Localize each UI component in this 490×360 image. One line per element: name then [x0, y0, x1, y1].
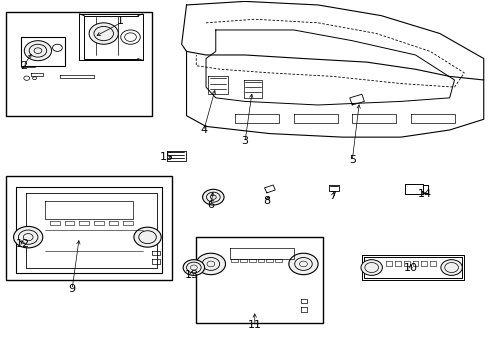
Text: 8: 8	[263, 197, 270, 206]
Text: 14: 14	[418, 189, 432, 199]
Circle shape	[24, 41, 51, 61]
Text: 12: 12	[16, 239, 30, 249]
Text: 5: 5	[349, 156, 356, 165]
Text: 7: 7	[329, 191, 336, 201]
Circle shape	[89, 23, 118, 44]
Circle shape	[202, 189, 224, 205]
Bar	[6, 176, 172, 280]
Text: 13: 13	[184, 270, 198, 280]
Circle shape	[361, 260, 382, 275]
Bar	[6, 12, 152, 116]
Text: 9: 9	[69, 284, 75, 294]
Text: 3: 3	[242, 136, 248, 146]
Circle shape	[441, 260, 462, 275]
Circle shape	[183, 260, 204, 275]
Text: 11: 11	[248, 320, 262, 330]
Text: 10: 10	[404, 262, 417, 273]
Text: 4: 4	[200, 125, 207, 135]
Text: 15: 15	[160, 152, 174, 162]
Bar	[196, 237, 323, 323]
Text: 6: 6	[207, 200, 215, 210]
Circle shape	[134, 227, 161, 247]
Circle shape	[289, 253, 318, 275]
Text: 2: 2	[20, 61, 27, 71]
Text: 1: 1	[117, 16, 124, 26]
Circle shape	[14, 226, 43, 248]
Circle shape	[196, 253, 225, 275]
